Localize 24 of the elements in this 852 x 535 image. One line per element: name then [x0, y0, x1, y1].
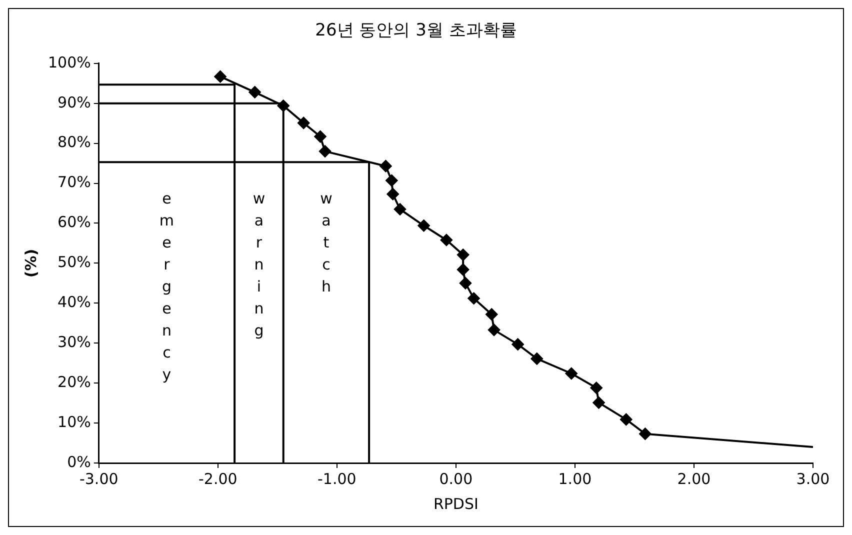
y-tick-label: 70%: [58, 173, 91, 192]
y-tick-label: 10%: [58, 412, 91, 431]
x-tick-label: -3.00: [79, 470, 118, 488]
y-tick-label: 30%: [58, 333, 91, 352]
y-tick-label: 50%: [58, 253, 91, 272]
x-tick-label: 2.00: [677, 470, 711, 488]
y-tick-label: 90%: [58, 93, 91, 112]
y-tick-label: 20%: [58, 372, 91, 391]
x-tick-label: -1.00: [318, 470, 356, 488]
annotation: watch: [320, 189, 332, 296]
annotation: warning: [252, 189, 266, 340]
y-tick-label: 100%: [48, 53, 91, 72]
y-axis-title: (%): [22, 248, 40, 278]
y-tick-label: 60%: [58, 213, 91, 232]
x-tick-label: 1.00: [558, 470, 592, 488]
y-tick-label: 0%: [67, 452, 91, 471]
x-tick-label: 0.00: [439, 470, 473, 488]
x-tick-label: 3.00: [796, 470, 830, 488]
text: emergency: [159, 189, 174, 384]
x-tick-label: -2.00: [198, 470, 238, 488]
y-tick-label: 80%: [58, 133, 91, 152]
chart-title: 26년 동안의 3월 초과확률: [315, 20, 517, 41]
x-axis-title: RPDSI: [433, 494, 478, 513]
y-tick-label: 40%: [58, 293, 91, 312]
